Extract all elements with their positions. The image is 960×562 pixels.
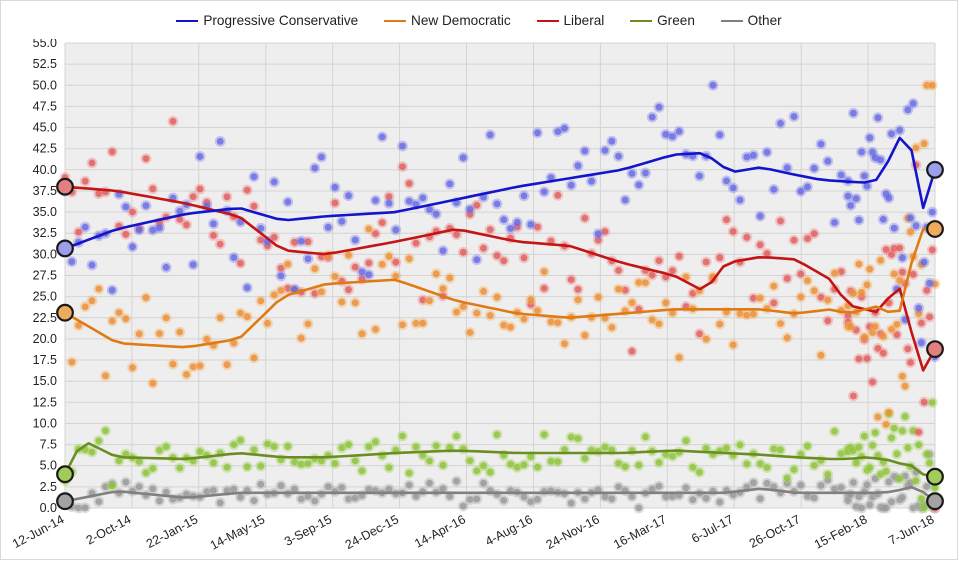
svg-text:30.0: 30.0	[33, 247, 57, 261]
svg-text:37.5: 37.5	[33, 184, 57, 198]
svg-text:55.0: 55.0	[33, 39, 57, 50]
svg-text:6-Jul-17: 6-Jul-17	[689, 512, 735, 546]
svg-text:47.5: 47.5	[33, 99, 57, 113]
svg-text:50.0: 50.0	[33, 78, 57, 92]
svg-text:15.0: 15.0	[33, 374, 57, 388]
svg-text:12-Jun-14: 12-Jun-14	[10, 512, 66, 551]
svg-text:10.0: 10.0	[33, 417, 57, 431]
svg-text:45.0: 45.0	[33, 121, 57, 135]
svg-text:22.5: 22.5	[33, 311, 57, 325]
svg-text:16-Mar-17: 16-Mar-17	[611, 512, 669, 551]
svg-text:0.0: 0.0	[40, 501, 57, 515]
svg-text:2.5: 2.5	[40, 480, 57, 494]
svg-text:7-Jun-18: 7-Jun-18	[886, 512, 936, 548]
svg-text:20.0: 20.0	[33, 332, 57, 346]
svg-text:26-Oct-17: 26-Oct-17	[747, 512, 803, 550]
svg-text:7.5: 7.5	[40, 438, 57, 452]
svg-text:24-Dec-15: 24-Dec-15	[343, 512, 401, 552]
svg-text:22-Jan-15: 22-Jan-15	[144, 512, 200, 551]
svg-text:42.5: 42.5	[33, 142, 57, 156]
svg-text:32.5: 32.5	[33, 226, 57, 240]
svg-text:52.5: 52.5	[33, 57, 57, 71]
svg-text:2-Oct-14: 2-Oct-14	[84, 512, 134, 547]
svg-text:35.0: 35.0	[33, 205, 57, 219]
svg-text:4-Aug-16: 4-Aug-16	[483, 512, 535, 549]
svg-text:25.0: 25.0	[33, 290, 57, 304]
svg-text:15-Feb-18: 15-Feb-18	[812, 512, 870, 551]
svg-text:3-Sep-15: 3-Sep-15	[282, 512, 334, 549]
svg-text:24-Nov-16: 24-Nov-16	[544, 512, 602, 552]
svg-text:40.0: 40.0	[33, 163, 57, 177]
svg-text:12.5: 12.5	[33, 395, 57, 409]
svg-text:17.5: 17.5	[33, 353, 57, 367]
svg-text:14-May-15: 14-May-15	[208, 512, 267, 552]
svg-text:14-Apr-16: 14-Apr-16	[412, 512, 468, 550]
svg-text:5.0: 5.0	[40, 459, 57, 473]
svg-text:27.5: 27.5	[33, 269, 57, 283]
